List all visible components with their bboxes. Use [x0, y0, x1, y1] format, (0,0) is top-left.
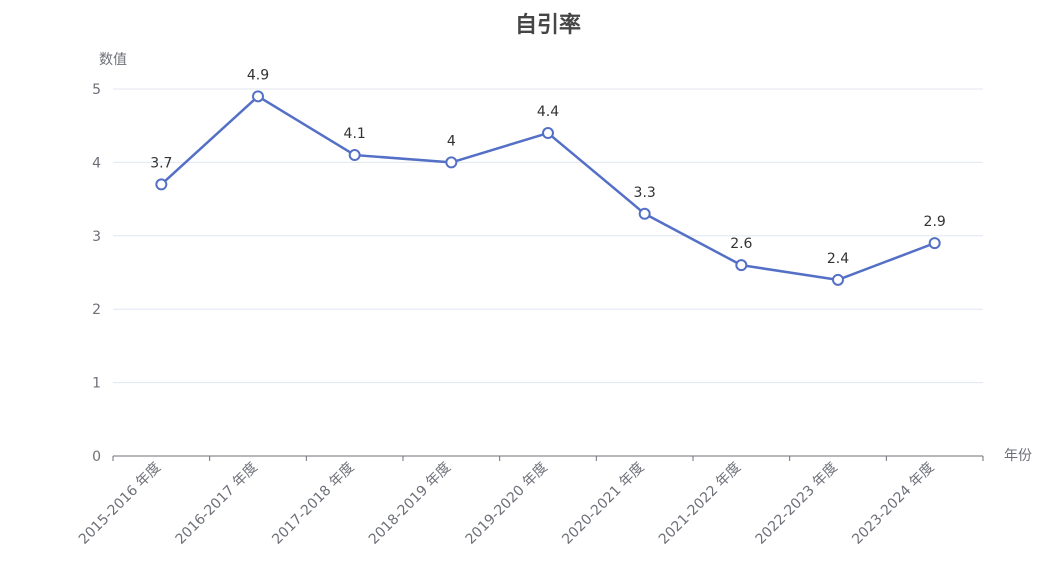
data-label: 4.9: [247, 67, 269, 83]
data-label: 3.3: [634, 185, 656, 201]
x-tick-label: 2016-2017 年度: [173, 460, 261, 548]
y-tick-label: 2: [92, 302, 101, 318]
x-tick-label: 2018-2019 年度: [366, 460, 454, 548]
data-point: [735, 259, 748, 272]
x-tick-label: 2020-2021 年度: [559, 460, 647, 548]
x-tick-label: 2019-2020 年度: [463, 460, 551, 548]
data-point: [832, 273, 844, 286]
x-axis-ticks: 2015-2016 年度 2016-2017 年度 2017-2018 年度 2018…: [76, 460, 938, 548]
data-point: [348, 149, 361, 162]
grid-lines: [113, 88, 983, 384]
y-axis-title: 数值: [99, 52, 127, 68]
series-line: [160, 95, 936, 282]
y-tick-label: 5: [92, 82, 101, 98]
data-label: 4: [447, 133, 456, 149]
data-label: 3.7: [150, 155, 172, 171]
y-tick-label: 1: [92, 376, 101, 392]
data-point: [928, 237, 941, 250]
x-axis-title: 年份: [1004, 448, 1032, 464]
y-axis-ticks: 0 1 2 3 4 5: [92, 82, 101, 465]
x-axis: [112, 455, 984, 461]
data-point: [252, 90, 264, 103]
data-label: 2.9: [924, 214, 946, 230]
x-tick-label: 2015-2016 年度: [76, 460, 164, 548]
data-label: 2.4: [827, 251, 849, 267]
y-tick-label: 4: [92, 155, 101, 171]
x-tick-label: 2022-2023 年度: [753, 460, 841, 548]
data-label: 2.6: [730, 236, 752, 252]
y-tick-label: 3: [92, 229, 101, 245]
data-label: 4.4: [537, 104, 559, 120]
series: [155, 90, 941, 286]
chart-title: 自引率: [515, 12, 581, 38]
data-point: [542, 127, 554, 140]
data-point: [155, 178, 168, 191]
x-tick-label: 2021-2022 年度: [656, 460, 744, 548]
data-labels: 3.7 4.9 4.1 4 4.4 3.3 2.6 2.4 2.9: [150, 67, 946, 267]
data-point: [638, 207, 651, 220]
data-point: [445, 156, 458, 169]
data-label: 4.1: [344, 126, 366, 142]
x-tick-label: 2017-2018 年度: [269, 460, 357, 548]
y-tick-label: 0: [92, 449, 101, 465]
x-tick-label: 2023-2024 年度: [849, 460, 937, 548]
